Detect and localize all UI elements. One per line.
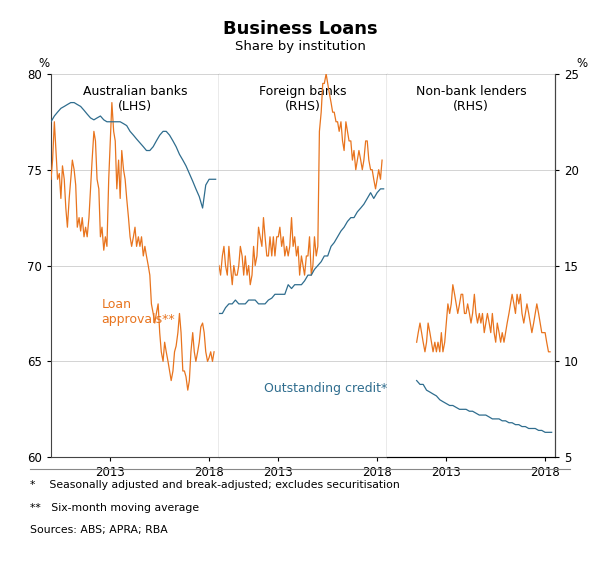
- Text: %: %: [577, 57, 588, 70]
- Text: Business Loans: Business Loans: [223, 20, 377, 38]
- Text: Outstanding credit*: Outstanding credit*: [265, 382, 388, 395]
- Text: **   Six-month moving average: ** Six-month moving average: [30, 503, 199, 513]
- Text: Loan
approvals**: Loan approvals**: [101, 298, 175, 325]
- Text: Non-bank lenders
(RHS): Non-bank lenders (RHS): [416, 85, 526, 114]
- Text: *    Seasonally adjusted and break-adjusted; excludes securitisation: * Seasonally adjusted and break-adjusted…: [30, 480, 400, 490]
- Text: Sources: ABS; APRA; RBA: Sources: ABS; APRA; RBA: [30, 525, 168, 536]
- Text: Australian banks
(LHS): Australian banks (LHS): [83, 85, 187, 114]
- Text: Foreign banks
(RHS): Foreign banks (RHS): [259, 85, 347, 114]
- Text: Share by institution: Share by institution: [235, 40, 365, 53]
- Text: %: %: [38, 57, 49, 70]
